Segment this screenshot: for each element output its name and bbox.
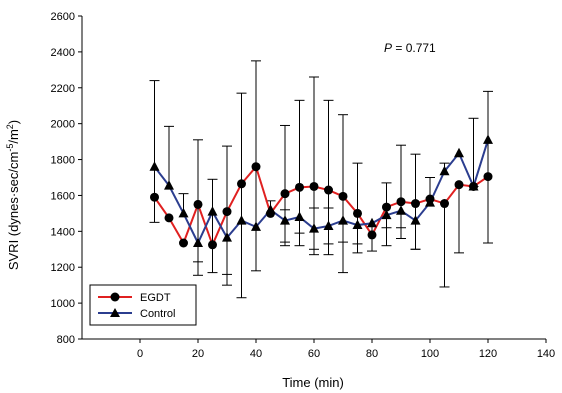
y-tick-label: 1400 — [51, 226, 75, 238]
y-axis-title-part3: ) — [6, 120, 21, 124]
data-point-egdt — [454, 180, 464, 190]
data-point-egdt — [483, 172, 493, 182]
data-point-control — [149, 161, 160, 171]
data-point-control — [178, 207, 189, 218]
data-point-control — [396, 205, 406, 215]
data-point-control — [323, 220, 334, 230]
y-axis-title-sup2: 2 — [5, 124, 15, 129]
y-axis-title-part1: SVRI (dynes·sec/cm — [6, 152, 21, 270]
legend-control-label: Control — [140, 308, 175, 320]
data-point-control — [207, 206, 218, 216]
data-point-control — [410, 215, 421, 225]
y-axis-title-part2: /m — [6, 129, 21, 143]
data-point-control — [236, 215, 247, 225]
data-point-control — [483, 134, 493, 144]
data-point-control — [164, 180, 174, 190]
data-point-egdt — [150, 192, 159, 202]
legend-egdt-marker — [110, 292, 120, 302]
y-tick-label: 2200 — [51, 83, 75, 95]
data-point-control — [381, 209, 392, 220]
data-point-control — [454, 147, 464, 158]
data-point-egdt — [237, 179, 246, 189]
legend-egdt-label: EGDT — [140, 292, 171, 304]
data-point-egdt — [193, 199, 203, 209]
series-line-egdt — [153, 164, 489, 248]
x-tick-label: 120 — [479, 348, 497, 360]
y-tick-label: 2000 — [51, 119, 75, 131]
y-axis-title-sup1: -5 — [5, 144, 15, 152]
x-tick-label: 100 — [421, 348, 439, 360]
y-tick-label: 2600 — [51, 11, 75, 23]
p-value-text: = 0.771 — [392, 41, 436, 55]
x-tick-label: 40 — [250, 348, 262, 360]
series-line-control — [153, 139, 489, 246]
data-point-control — [294, 211, 305, 221]
data-point-egdt — [338, 191, 348, 201]
legend-box — [89, 284, 197, 326]
data-point-control — [367, 217, 377, 228]
data-point-control — [309, 223, 319, 233]
data-point-control — [222, 232, 232, 242]
data-point-egdt — [222, 207, 232, 217]
x-tick-label: 20 — [192, 348, 204, 360]
data-point-egdt — [367, 230, 377, 240]
legend-control-marker — [110, 308, 120, 317]
data-point-egdt — [309, 181, 319, 191]
data-point-egdt — [295, 182, 304, 192]
data-point-egdt — [164, 213, 174, 223]
data-point-control — [425, 197, 435, 207]
data-point-control — [468, 180, 479, 191]
y-tick-label: 2400 — [51, 47, 75, 59]
data-point-egdt — [440, 199, 449, 209]
series-lines — [153, 139, 489, 248]
data-point-egdt — [353, 208, 362, 218]
data-point-egdt — [382, 202, 391, 212]
y-tick-label: 800 — [57, 334, 75, 346]
data-point-control — [352, 219, 363, 230]
data-point-egdt — [396, 197, 406, 207]
y-axis-title: SVRI (dynes·sec/cm-5/m2) — [5, 120, 21, 270]
series-markers — [149, 134, 493, 250]
data-point-control — [265, 204, 276, 214]
data-point-egdt — [179, 238, 188, 248]
x-tick-label: 80 — [366, 348, 378, 360]
x-tick-label: 60 — [308, 348, 320, 360]
data-point-egdt — [324, 185, 333, 195]
p-value-annotation: P = 0.771 — [384, 41, 436, 55]
y-tick-label: 1000 — [51, 298, 75, 310]
data-point-egdt — [280, 189, 290, 199]
data-point-egdt — [411, 199, 420, 209]
data-point-control — [193, 237, 203, 247]
legend: EGDT Control — [89, 284, 197, 326]
x-tick-label: 140 — [537, 348, 555, 360]
x-tick-label: 0 — [137, 348, 143, 360]
data-point-control — [439, 165, 450, 176]
error-bars — [149, 60, 493, 299]
p-value-italic: P — [384, 41, 392, 55]
data-point-egdt — [251, 162, 261, 172]
data-point-egdt — [208, 240, 217, 250]
x-axis-title: Time (min) — [282, 375, 344, 390]
axes: 800 1000 1200 1400 1600 1800 2000 2200 2400 2600 0… — [51, 11, 556, 360]
data-point-control — [338, 215, 348, 225]
data-point-control — [251, 221, 261, 231]
y-tick-label: 1200 — [51, 262, 75, 274]
y-tick-label: 1800 — [51, 155, 75, 167]
data-point-control — [280, 215, 290, 225]
y-tick-label: 1600 — [51, 190, 75, 202]
